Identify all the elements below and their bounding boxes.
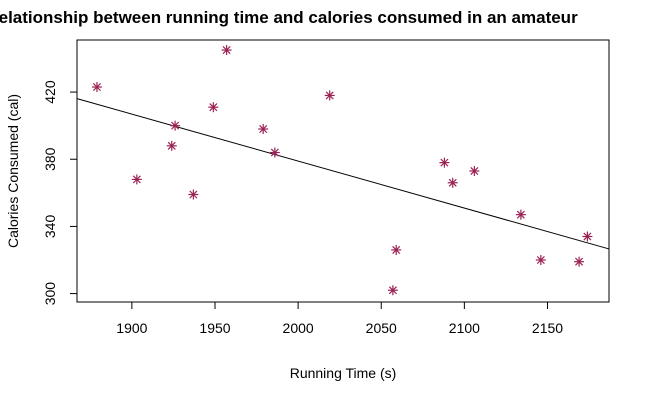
- data-point: [269, 147, 280, 158]
- data-point: [170, 120, 181, 131]
- y-tick-label: 380: [42, 147, 58, 171]
- data-point: [91, 82, 102, 93]
- data-point: [324, 90, 335, 101]
- data-point: [258, 124, 269, 135]
- data-point: [469, 166, 480, 176]
- data-point: [387, 285, 398, 296]
- y-axis: 300 340 380 420: [42, 80, 77, 305]
- y-axis-label: Calories Consumed (cal): [5, 94, 21, 248]
- y-tick-label: 420: [42, 80, 58, 104]
- y-tick-label: 340: [42, 215, 58, 239]
- data-point: [582, 231, 593, 242]
- data-point: [447, 177, 458, 188]
- x-tick-label: 1900: [116, 320, 147, 336]
- data-point: [221, 45, 232, 56]
- data-point: [515, 209, 526, 220]
- data-point: [439, 157, 450, 168]
- data-point: [131, 174, 142, 185]
- y-tick-label: 300: [42, 282, 58, 306]
- data-point: [535, 255, 546, 266]
- x-tick-label: 2100: [449, 320, 480, 336]
- x-tick-label: 1950: [199, 320, 230, 336]
- data-point: [188, 189, 199, 200]
- x-tick-label: 2050: [366, 320, 397, 336]
- data-points: [91, 45, 593, 296]
- x-axis: 1900 1950 2000 2050 2100 2150: [116, 302, 563, 336]
- data-point: [208, 102, 219, 113]
- data-point: [391, 244, 402, 255]
- trend-line: [76, 98, 610, 250]
- plot-frame: [76, 39, 610, 303]
- data-point: [166, 140, 177, 151]
- x-tick-label: 2150: [532, 320, 563, 336]
- x-tick-label: 2000: [283, 320, 314, 336]
- data-point: [574, 256, 585, 267]
- x-axis-label: Running Time (s): [290, 365, 397, 381]
- chart-title: relationship between running time and ca…: [0, 8, 578, 27]
